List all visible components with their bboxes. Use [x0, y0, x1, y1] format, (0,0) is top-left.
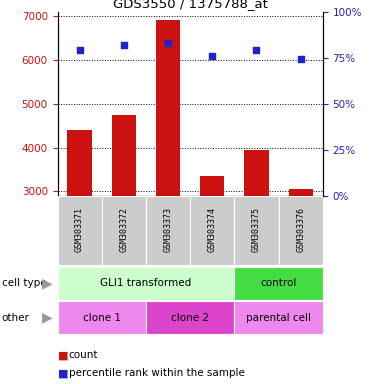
Text: count: count	[69, 350, 98, 360]
Text: ■: ■	[58, 368, 68, 378]
Text: GSM303371: GSM303371	[75, 207, 84, 252]
Text: GSM303373: GSM303373	[164, 207, 173, 252]
Point	[298, 56, 303, 63]
Bar	[102, 196, 146, 265]
Bar	[190, 196, 234, 265]
Bar	[234, 301, 323, 334]
Bar	[289, 189, 313, 323]
Bar	[234, 267, 323, 300]
Bar	[58, 267, 234, 300]
Bar	[234, 196, 279, 265]
Title: GDS3550 / 1375788_at: GDS3550 / 1375788_at	[113, 0, 267, 10]
Point	[121, 41, 127, 48]
Text: GSM303374: GSM303374	[208, 207, 217, 252]
Text: GSM303372: GSM303372	[119, 207, 128, 252]
Text: GLI1 transformed: GLI1 transformed	[100, 278, 191, 288]
Text: ▶: ▶	[42, 311, 53, 325]
Point	[165, 40, 171, 46]
Text: control: control	[260, 278, 297, 288]
Text: clone 1: clone 1	[83, 313, 121, 323]
Bar	[146, 196, 190, 265]
Point	[77, 47, 83, 53]
Text: ▶: ▶	[42, 276, 53, 290]
Bar	[200, 176, 224, 323]
Bar	[68, 130, 92, 323]
Text: GSM303376: GSM303376	[296, 207, 305, 252]
Text: clone 2: clone 2	[171, 313, 209, 323]
Text: other: other	[2, 313, 30, 323]
Text: cell type: cell type	[2, 278, 46, 288]
Bar	[112, 115, 136, 323]
Point	[209, 53, 215, 59]
Bar	[279, 196, 323, 265]
Bar	[156, 20, 180, 323]
Bar	[58, 196, 102, 265]
Text: percentile rank within the sample: percentile rank within the sample	[69, 368, 244, 378]
Text: parental cell: parental cell	[246, 313, 311, 323]
Text: GSM303375: GSM303375	[252, 207, 261, 252]
Text: ■: ■	[58, 350, 68, 360]
Point	[253, 47, 259, 53]
Bar	[244, 150, 269, 323]
Bar	[146, 301, 234, 334]
Bar	[58, 301, 146, 334]
